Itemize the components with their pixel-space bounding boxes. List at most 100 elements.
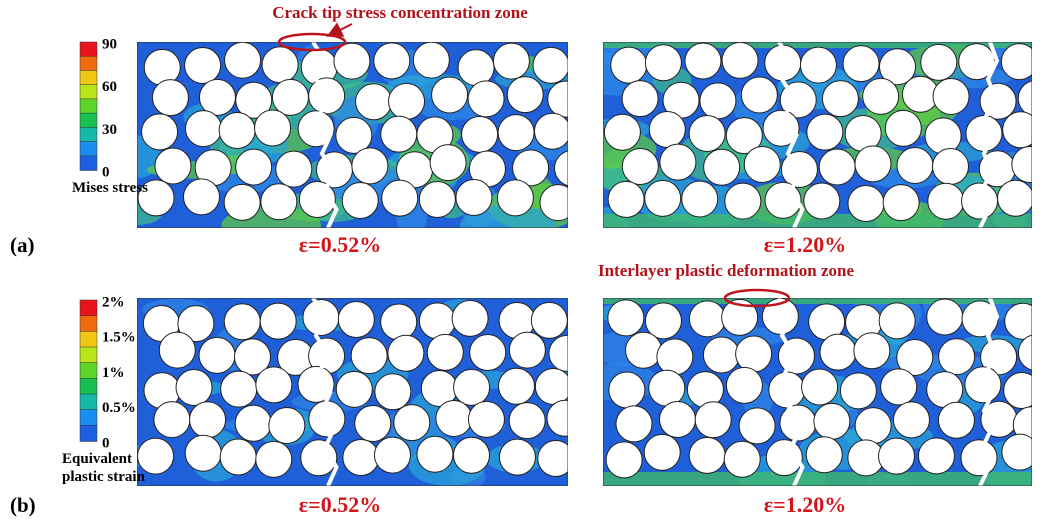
color-step bbox=[79, 84, 98, 100]
fiber bbox=[184, 46, 222, 84]
fiber bbox=[388, 82, 426, 120]
fiber bbox=[738, 407, 776, 445]
fiber bbox=[878, 437, 916, 475]
fiber bbox=[530, 301, 568, 339]
fiber bbox=[801, 368, 839, 406]
color-step bbox=[79, 141, 98, 157]
fiber bbox=[854, 407, 892, 445]
color-step bbox=[79, 315, 98, 333]
fiber bbox=[1002, 111, 1032, 149]
fiber bbox=[255, 440, 293, 478]
fiber bbox=[818, 148, 856, 186]
fiber bbox=[688, 114, 726, 152]
edge-band bbox=[603, 472, 1032, 486]
fiber bbox=[498, 367, 536, 405]
legend-title: Mises stress bbox=[72, 180, 148, 196]
crack bbox=[777, 298, 805, 486]
fiber bbox=[603, 113, 641, 151]
fiber bbox=[702, 336, 740, 374]
legend-tick: 0 bbox=[102, 164, 110, 180]
fiber bbox=[842, 45, 880, 83]
fiber bbox=[882, 184, 920, 222]
crack bbox=[777, 42, 805, 228]
fiber bbox=[153, 401, 191, 439]
fiber bbox=[896, 338, 934, 376]
legend-tick: 2% bbox=[102, 294, 125, 310]
fiber bbox=[854, 145, 892, 183]
fiber bbox=[659, 400, 697, 438]
fiber bbox=[381, 179, 419, 217]
fiber bbox=[932, 77, 970, 115]
fiber bbox=[373, 42, 411, 80]
fiber bbox=[333, 42, 371, 80]
fiber bbox=[648, 369, 686, 407]
edge-band bbox=[603, 42, 1032, 48]
legend-tick: 0 bbox=[102, 435, 110, 451]
fiber bbox=[137, 437, 175, 475]
fiber bbox=[418, 302, 456, 340]
strain-label: ε=0.52% bbox=[299, 492, 381, 517]
fiber bbox=[533, 112, 568, 150]
fiber bbox=[724, 182, 762, 220]
panel-label: (a) bbox=[10, 233, 35, 257]
fiber bbox=[452, 436, 490, 474]
crack bbox=[311, 42, 339, 228]
fiber bbox=[184, 434, 222, 472]
fiber bbox=[938, 338, 976, 376]
fiber bbox=[275, 150, 313, 188]
fiber bbox=[154, 147, 192, 185]
fiber bbox=[1001, 433, 1032, 471]
fiber bbox=[839, 372, 877, 410]
fiber bbox=[429, 144, 467, 182]
legend-title: plastic strain bbox=[62, 469, 146, 485]
arrow bbox=[326, 22, 353, 37]
fiber bbox=[137, 179, 175, 217]
fiber bbox=[819, 333, 857, 371]
fiber bbox=[426, 333, 464, 371]
fiber bbox=[175, 369, 213, 407]
fiber bbox=[721, 298, 759, 336]
fiber bbox=[380, 115, 418, 153]
fiber bbox=[151, 79, 189, 117]
fiber bbox=[703, 148, 741, 186]
fiber bbox=[453, 368, 491, 406]
fiber bbox=[644, 44, 682, 82]
fiber bbox=[335, 370, 373, 408]
legend-tick: 0.5% bbox=[102, 400, 136, 416]
fiber bbox=[341, 182, 379, 220]
fiber bbox=[937, 401, 975, 439]
fiber bbox=[920, 43, 958, 81]
fiber bbox=[235, 148, 273, 186]
color-step bbox=[79, 98, 98, 114]
fiber bbox=[799, 46, 837, 84]
fiber bbox=[740, 76, 778, 114]
strain-label: ε=1.20% bbox=[764, 232, 846, 257]
fiber bbox=[926, 298, 964, 336]
fiber bbox=[512, 149, 550, 187]
fiber bbox=[847, 185, 885, 223]
fiber bbox=[607, 180, 645, 218]
fiber bbox=[997, 179, 1032, 217]
highlight-ellipse bbox=[277, 32, 347, 52]
fiber bbox=[457, 49, 495, 87]
fiber bbox=[537, 440, 568, 477]
color-step bbox=[79, 425, 98, 442]
fiber bbox=[694, 401, 732, 439]
fiber bbox=[184, 110, 222, 148]
fiber bbox=[297, 365, 335, 403]
fiber bbox=[259, 302, 297, 340]
crack bbox=[311, 298, 339, 486]
fiber bbox=[342, 439, 380, 477]
color-step bbox=[79, 362, 98, 380]
fiber bbox=[924, 117, 962, 155]
fiber bbox=[412, 42, 450, 79]
fiber bbox=[418, 180, 456, 218]
fiber bbox=[699, 82, 737, 120]
fiber bbox=[141, 113, 179, 151]
fiber bbox=[506, 76, 544, 114]
fiber bbox=[271, 78, 309, 116]
fiber bbox=[806, 113, 844, 151]
fiber bbox=[233, 338, 271, 376]
fiber bbox=[351, 147, 389, 185]
